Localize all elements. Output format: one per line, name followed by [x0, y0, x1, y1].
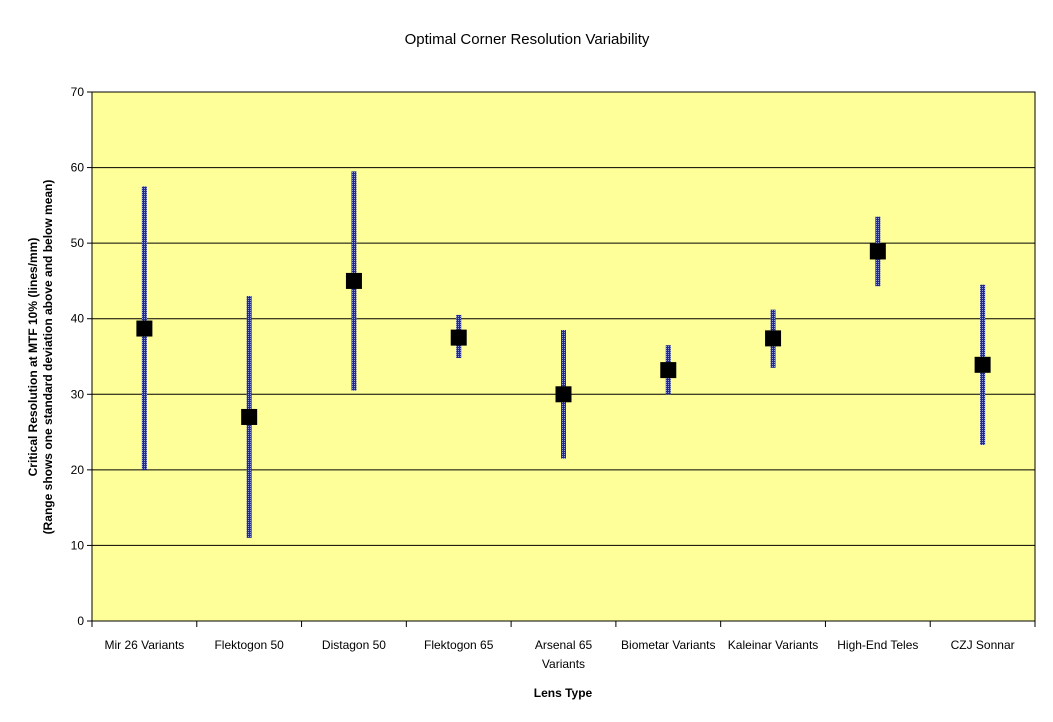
x-category-label: Biometar Variants [621, 638, 715, 652]
mean-marker [136, 320, 153, 337]
x-category-label: Flektogon 50 [214, 638, 284, 652]
x-axis-ticks [91, 621, 1036, 627]
y-axis-label-line1: Critical Resolution at MTF 10% (lines/mm… [26, 238, 40, 477]
mean-marker [765, 330, 782, 347]
y-tick-label: 40 [71, 312, 85, 326]
x-category-label: High-End Teles [837, 638, 918, 652]
mean-marker [660, 362, 677, 379]
y-tick-label: 60 [71, 161, 85, 175]
y-tick-label: 20 [71, 463, 85, 477]
y-axis-label-line2: (Range shows one standard deviation abov… [41, 180, 55, 535]
mean-marker [450, 329, 467, 346]
mean-marker [869, 243, 886, 260]
x-axis-label: Lens Type [534, 686, 593, 700]
mean-marker [241, 408, 258, 425]
x-category-label: Mir 26 Variants [104, 638, 184, 652]
y-tick-label: 0 [77, 614, 84, 628]
y-axis-ticks: 0 10 20 30 40 50 60 70 [71, 85, 92, 628]
x-category-label: CZJ Sonnar [951, 638, 1015, 652]
x-category-label: Kaleinar Variants [728, 638, 819, 652]
y-axis-label: Critical Resolution at MTF 10% (lines/mm… [26, 180, 55, 535]
mean-marker [345, 272, 362, 289]
y-tick-label: 10 [71, 538, 85, 552]
x-category-labels: Mir 26 Variants Flektogon 50 Distagon 50 Fl… [104, 638, 1014, 671]
x-category-label: Distagon 50 [322, 638, 386, 652]
mean-marker [974, 356, 991, 373]
x-category-label: Flektogon 65 [424, 638, 494, 652]
mean-marker [555, 386, 572, 403]
y-tick-label: 50 [71, 236, 85, 250]
mean-markers [136, 243, 991, 425]
y-tick-label: 30 [71, 387, 85, 401]
y-tick-label: 70 [71, 85, 85, 99]
x-category-label: Arsenal 65 Variants [535, 638, 593, 671]
chart-title: Optimal Corner Resolution Variability [405, 31, 650, 48]
